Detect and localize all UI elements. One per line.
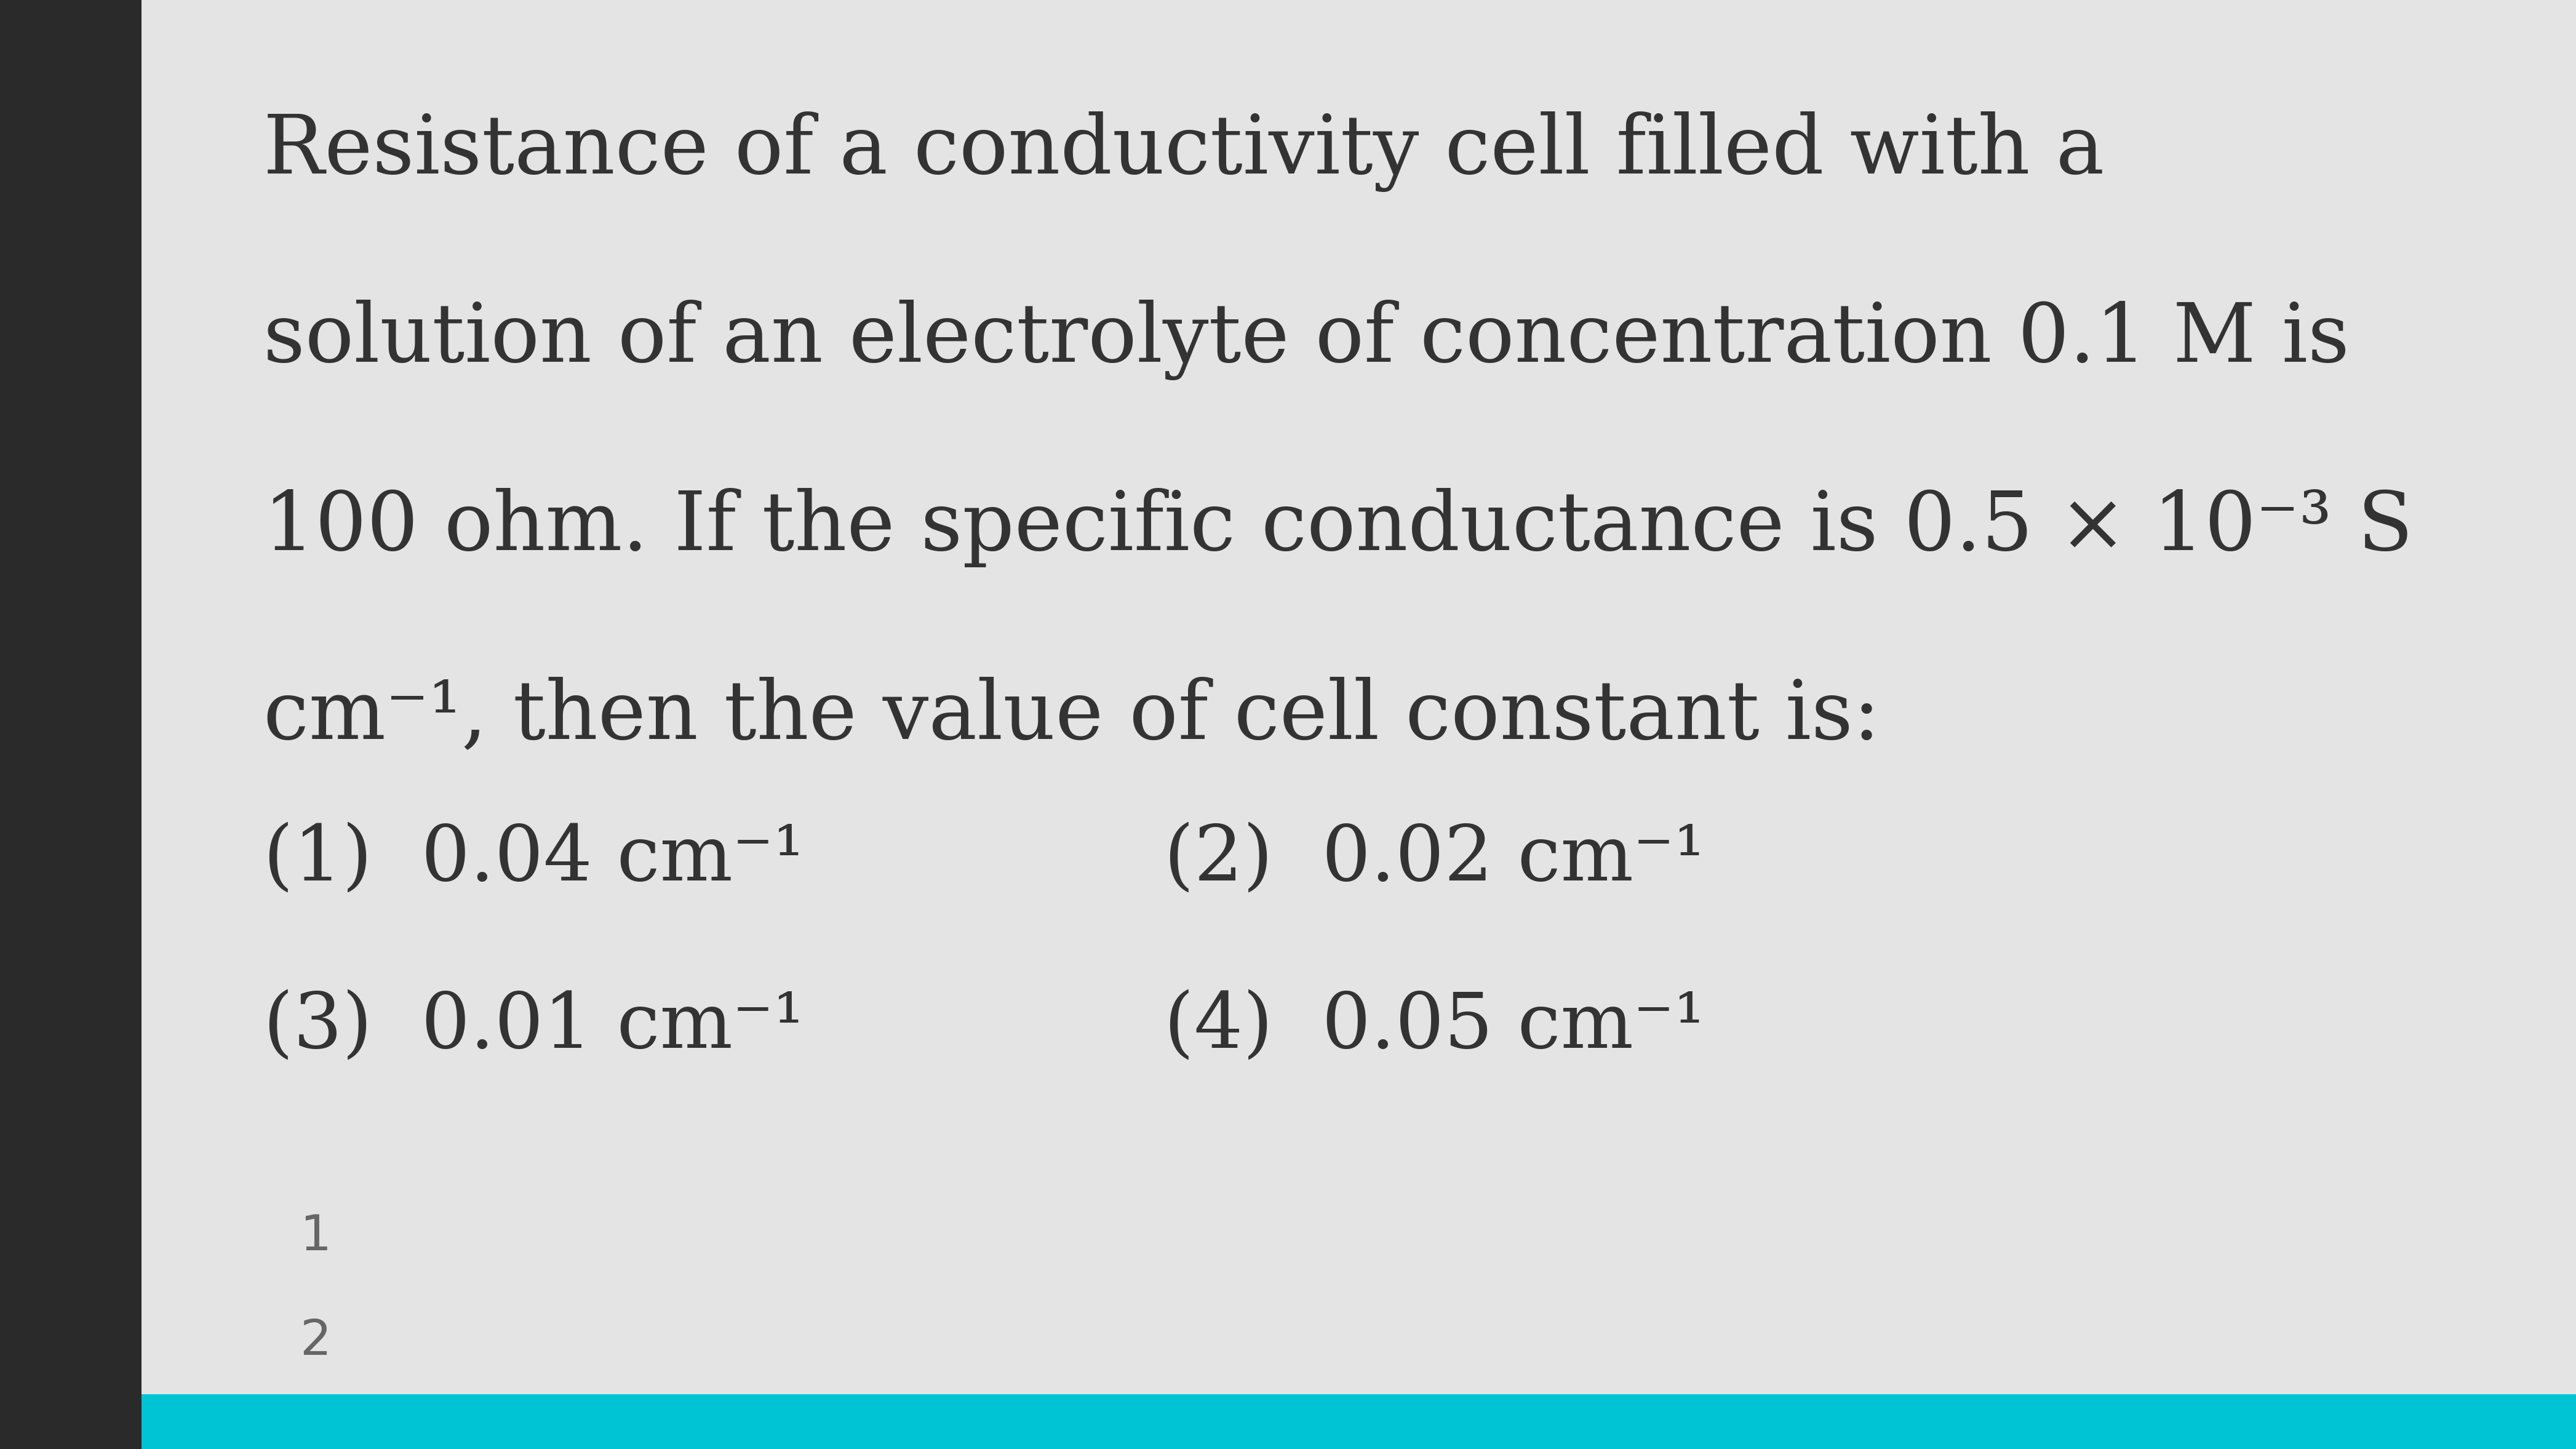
Text: 3: 3 <box>299 1421 332 1449</box>
Text: 2: 2 <box>299 1317 332 1365</box>
Text: (3)  0.01 cm⁻¹: (3) 0.01 cm⁻¹ <box>263 990 804 1064</box>
Text: (4)  0.05 cm⁻¹: (4) 0.05 cm⁻¹ <box>1164 990 1705 1064</box>
Text: 1: 1 <box>299 1213 332 1261</box>
Text: (2)  0.02 cm⁻¹: (2) 0.02 cm⁻¹ <box>1164 823 1705 897</box>
Text: cm⁻¹, then the value of cell constant is:: cm⁻¹, then the value of cell constant is… <box>263 677 1880 755</box>
Text: Resistance of a conductivity cell filled with a: Resistance of a conductivity cell filled… <box>263 112 2105 193</box>
Text: solution of an electrolyte of concentration 0.1 M is: solution of an electrolyte of concentrat… <box>263 300 2349 380</box>
Text: 100 ohm. If the specific conductance is 0.5 × 10⁻³ S: 100 ohm. If the specific conductance is … <box>263 488 2414 567</box>
Text: (1)  0.04 cm⁻¹: (1) 0.04 cm⁻¹ <box>263 823 804 897</box>
